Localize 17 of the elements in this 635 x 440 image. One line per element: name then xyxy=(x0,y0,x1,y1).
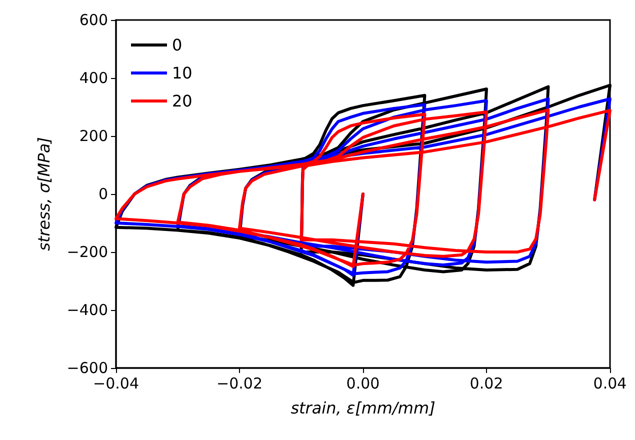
x-tick-label: 0.02 xyxy=(470,374,504,392)
y-tick-label: −200 xyxy=(66,243,108,261)
x-tick-label: 0.00 xyxy=(346,374,380,392)
y-tick-label: 200 xyxy=(79,127,108,145)
y-tick-label: −600 xyxy=(66,359,108,377)
legend-label: 0 xyxy=(172,36,182,54)
y-tick-label: −400 xyxy=(66,301,108,319)
y-tick-label: 400 xyxy=(79,69,108,87)
x-axis-title: strain, ε[mm/mm] xyxy=(290,398,436,418)
y-tick-label: 600 xyxy=(79,11,108,29)
x-tick-label: −0.04 xyxy=(93,374,139,392)
y-axis-title: stress, σ[MPa] xyxy=(34,137,54,251)
x-tick-label: 0.04 xyxy=(593,374,627,392)
x-tick-label: −0.02 xyxy=(216,374,262,392)
y-tick-label: 0 xyxy=(98,185,108,203)
legend-label: 20 xyxy=(172,92,192,110)
legend-label: 10 xyxy=(172,64,192,82)
